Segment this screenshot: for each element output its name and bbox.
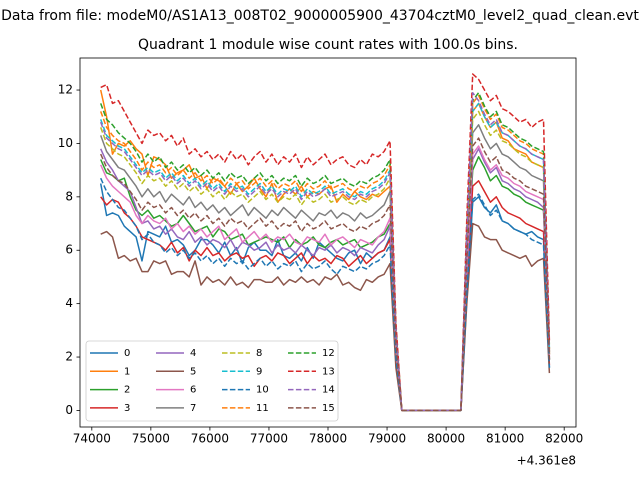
series-line-9 [99, 102, 551, 412]
legend-label-4: 4 [190, 348, 196, 359]
y-tick-label: 8 [65, 189, 73, 203]
x-tick-label: 82000 [545, 432, 583, 446]
series-line-7 [99, 124, 551, 412]
y-tick-label: 10 [58, 136, 73, 150]
figure-suptitle: Data from file: modeM0/AS1A13_008T02_900… [1, 8, 639, 24]
series-line-15 [100, 137, 551, 412]
legend-label-15: 15 [322, 403, 335, 414]
y-tick-label: 12 [58, 83, 73, 97]
legend-label-10: 10 [256, 385, 269, 396]
series-line-5 [100, 222, 551, 412]
legend-label-3: 3 [124, 403, 130, 414]
series-lines [99, 73, 551, 412]
legend-label-13: 13 [322, 366, 335, 377]
axes: 74000 75000 76000 77000 78000 79000 80000 81000… [58, 57, 583, 468]
series-line-6 [100, 145, 551, 412]
series-line-8 [99, 110, 551, 412]
legend-label-12: 12 [322, 348, 335, 359]
legend-label-2: 2 [124, 385, 130, 396]
legend-label-14: 14 [322, 385, 335, 396]
series-line-14 [99, 91, 551, 412]
y-tick-label: 2 [65, 350, 73, 364]
y-tick-label: 0 [65, 403, 73, 417]
legend-label-0: 0 [124, 348, 130, 359]
chart-title: Quadrant 1 module wise count rates with … [138, 37, 518, 53]
legend-label-1: 1 [124, 366, 130, 377]
legend-box [85, 340, 339, 422]
legend-label-6: 6 [190, 385, 196, 396]
plot-area [99, 73, 551, 412]
x-axis-offset-label: +4.361e8 [517, 454, 576, 468]
x-tick-label: 76000 [191, 432, 229, 446]
x-tick-label: 79000 [368, 432, 406, 446]
x-tick-label: 80000 [427, 432, 465, 446]
series-line-11 [99, 94, 551, 412]
x-tick-label: 81000 [486, 432, 524, 446]
x-tick-label: 77000 [250, 432, 288, 446]
series-line-13 [100, 73, 551, 412]
series-line-12 [99, 91, 551, 412]
series-line-3 [100, 180, 551, 412]
y-tick-label: 6 [65, 243, 73, 257]
legend-label-9: 9 [256, 366, 262, 377]
series-line-4 [100, 148, 551, 412]
x-tick-label: 74000 [73, 432, 111, 446]
y-tick-label: 4 [65, 296, 73, 310]
legend-label-11: 11 [256, 403, 269, 414]
legend-label-8: 8 [256, 348, 262, 359]
legend-label-5: 5 [190, 366, 196, 377]
series-line-10 [100, 177, 551, 412]
legend-label-7: 7 [190, 403, 196, 414]
x-tick-label: 75000 [132, 432, 170, 446]
x-tick-label: 78000 [309, 432, 347, 446]
